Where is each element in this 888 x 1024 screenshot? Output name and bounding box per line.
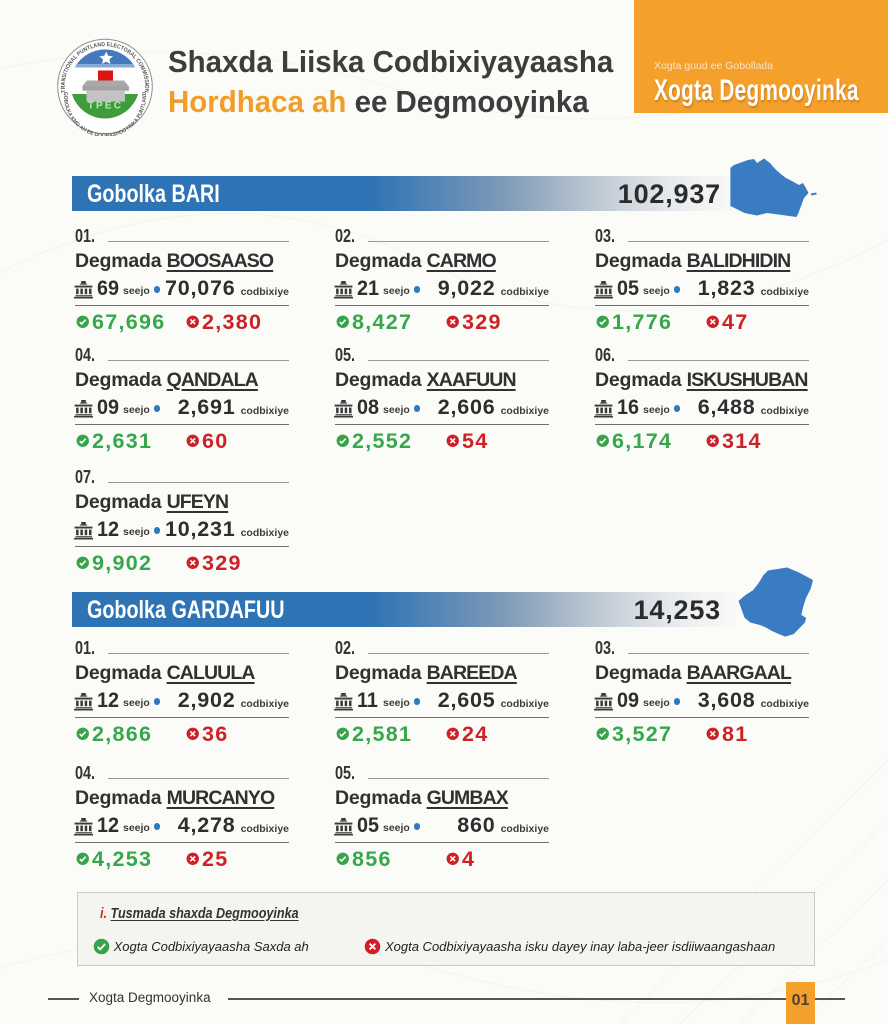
svg-text:TPEC: TPEC [88, 101, 123, 112]
